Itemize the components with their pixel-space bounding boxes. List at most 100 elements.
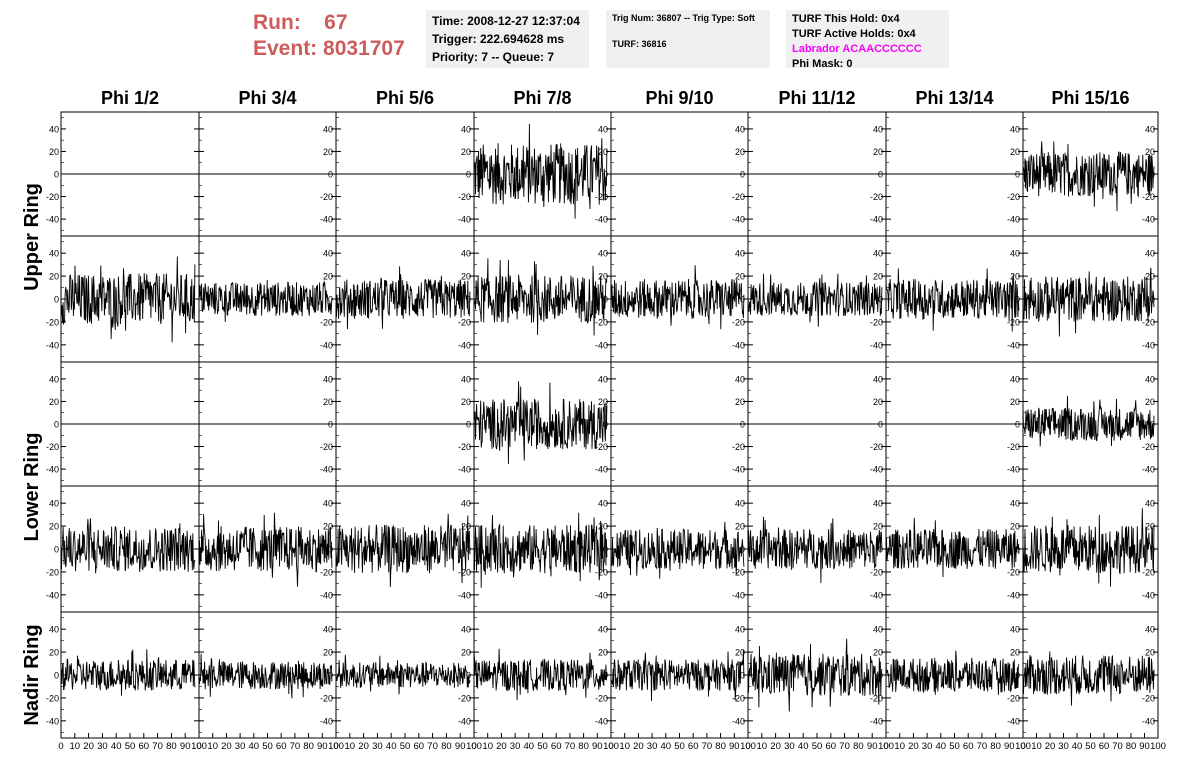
y-tick-label: -20 — [46, 317, 59, 327]
y-tick-label: -20 — [595, 567, 608, 577]
turf-this-hold-text: TURF This Hold: 0x4 — [792, 13, 900, 25]
x-tick-label: 80 — [303, 741, 314, 752]
y-tick-label: -40 — [732, 215, 745, 225]
y-tick-label: -40 — [732, 716, 745, 726]
y-tick-label: -20 — [458, 317, 471, 327]
waveform-trace — [335, 654, 471, 695]
y-tick-label: -20 — [870, 693, 883, 703]
y-tick-label: 0 — [878, 295, 883, 305]
y-tick-label: 20 — [873, 397, 883, 407]
y-tick-label: -40 — [1142, 465, 1155, 475]
x-tick-label: 30 — [1058, 741, 1069, 752]
y-tick-label: -20 — [595, 693, 608, 703]
y-tick-label: 20 — [1010, 397, 1020, 407]
y-tick-label: 20 — [873, 648, 883, 658]
y-tick-label: -40 — [320, 215, 333, 225]
x-tick-label: 70 — [565, 741, 576, 752]
x-tick-label: 90 — [455, 741, 466, 752]
y-tick-label: 40 — [323, 249, 333, 259]
x-tick-label: 0 — [196, 741, 201, 752]
y-tick-label: 20 — [873, 522, 883, 532]
x-tick-label: 90 — [180, 741, 191, 752]
x-tick-label: 20 — [83, 741, 94, 752]
y-tick-label: -20 — [1007, 317, 1020, 327]
x-tick-label: 0 — [1020, 741, 1025, 752]
x-tick-label: 90 — [1004, 741, 1015, 752]
y-tick-label: 20 — [735, 648, 745, 658]
x-tick-label: 90 — [867, 741, 878, 752]
y-tick-label: 20 — [323, 648, 333, 658]
y-tick-label: -20 — [732, 442, 745, 452]
x-tick-label: 50 — [949, 741, 960, 752]
x-tick-label: 10 — [482, 741, 493, 752]
y-tick-label: 20 — [598, 397, 608, 407]
run-row: Run: 67 — [253, 10, 405, 36]
y-tick-label: 20 — [1010, 272, 1020, 282]
phi-column-label: Phi 5/6 — [376, 88, 434, 108]
x-tick-label: 0 — [883, 741, 888, 752]
y-tick-label: -20 — [595, 442, 608, 452]
x-tick-label: 50 — [400, 741, 411, 752]
y-tick-label: -20 — [46, 442, 59, 452]
x-tick-label: 50 — [537, 741, 548, 752]
y-tick-label: -20 — [1007, 192, 1020, 202]
x-tick-label: 10 — [70, 741, 81, 752]
x-tick-label: 90 — [317, 741, 328, 752]
waveform-trace — [198, 512, 333, 587]
x-tick-label: 50 — [262, 741, 273, 752]
y-tick-label: 20 — [598, 648, 608, 658]
x-tick-label: 30 — [235, 741, 246, 752]
run-label: Run: — [253, 11, 301, 34]
x-tick-label: 80 — [1126, 741, 1137, 752]
y-tick-label: 40 — [598, 499, 608, 509]
ring-label: Lower Ring — [21, 433, 43, 542]
x-tick-label: 100 — [1015, 741, 1031, 752]
x-tick-label: 0 — [471, 741, 476, 752]
y-tick-label: 40 — [1145, 124, 1155, 134]
y-tick-label: -20 — [46, 693, 59, 703]
time-info-panel: Time: 2008-12-27 12:37:04 Trigger: 222.6… — [426, 10, 589, 68]
y-tick-label: 20 — [323, 147, 333, 157]
x-tick-label: 0 — [58, 741, 63, 752]
y-tick-label: -40 — [1142, 716, 1155, 726]
y-tick-label: 40 — [735, 625, 745, 635]
y-tick-label: -40 — [870, 340, 883, 350]
x-tick-label: 10 — [207, 741, 218, 752]
y-tick-label: 40 — [1010, 124, 1020, 134]
y-tick-label: 40 — [323, 499, 333, 509]
y-tick-label: 40 — [735, 499, 745, 509]
y-tick-label: 40 — [598, 625, 608, 635]
y-tick-label: 0 — [328, 295, 333, 305]
x-tick-label: 60 — [139, 741, 150, 752]
waveform-trace — [885, 268, 1020, 332]
y-tick-label: 40 — [873, 625, 883, 635]
y-tick-label: 40 — [49, 499, 59, 509]
y-tick-label: 40 — [735, 374, 745, 384]
y-tick-label: 40 — [461, 499, 471, 509]
turf-active-holds-text: TURF Active Holds: 0x4 — [792, 28, 916, 40]
waveform-trace — [473, 512, 608, 588]
x-tick-label: 20 — [908, 741, 919, 752]
x-tick-label: 0 — [745, 741, 750, 752]
x-tick-label: 70 — [290, 741, 301, 752]
waveform-trace — [198, 653, 333, 699]
y-tick-label: 40 — [49, 374, 59, 384]
x-tick-label: 80 — [715, 741, 726, 752]
x-tick-label: 50 — [125, 741, 136, 752]
y-tick-label: -20 — [870, 192, 883, 202]
y-tick-label: 40 — [1010, 625, 1020, 635]
phi-column-label: Phi 9/10 — [645, 88, 713, 108]
x-tick-label: 70 — [839, 741, 850, 752]
priority-text: Priority: 7 -- Queue: 7 — [432, 50, 555, 64]
x-tick-label: 60 — [826, 741, 837, 752]
y-tick-label: -20 — [1007, 567, 1020, 577]
y-tick-label: 40 — [323, 625, 333, 635]
waveform-trace — [610, 265, 745, 330]
y-tick-label: -40 — [458, 215, 471, 225]
y-tick-label: -20 — [870, 567, 883, 577]
y-tick-label: 20 — [873, 272, 883, 282]
x-tick-label: 60 — [276, 741, 287, 752]
x-tick-label: 10 — [894, 741, 905, 752]
y-tick-label: 40 — [461, 625, 471, 635]
y-tick-label: 40 — [461, 124, 471, 134]
